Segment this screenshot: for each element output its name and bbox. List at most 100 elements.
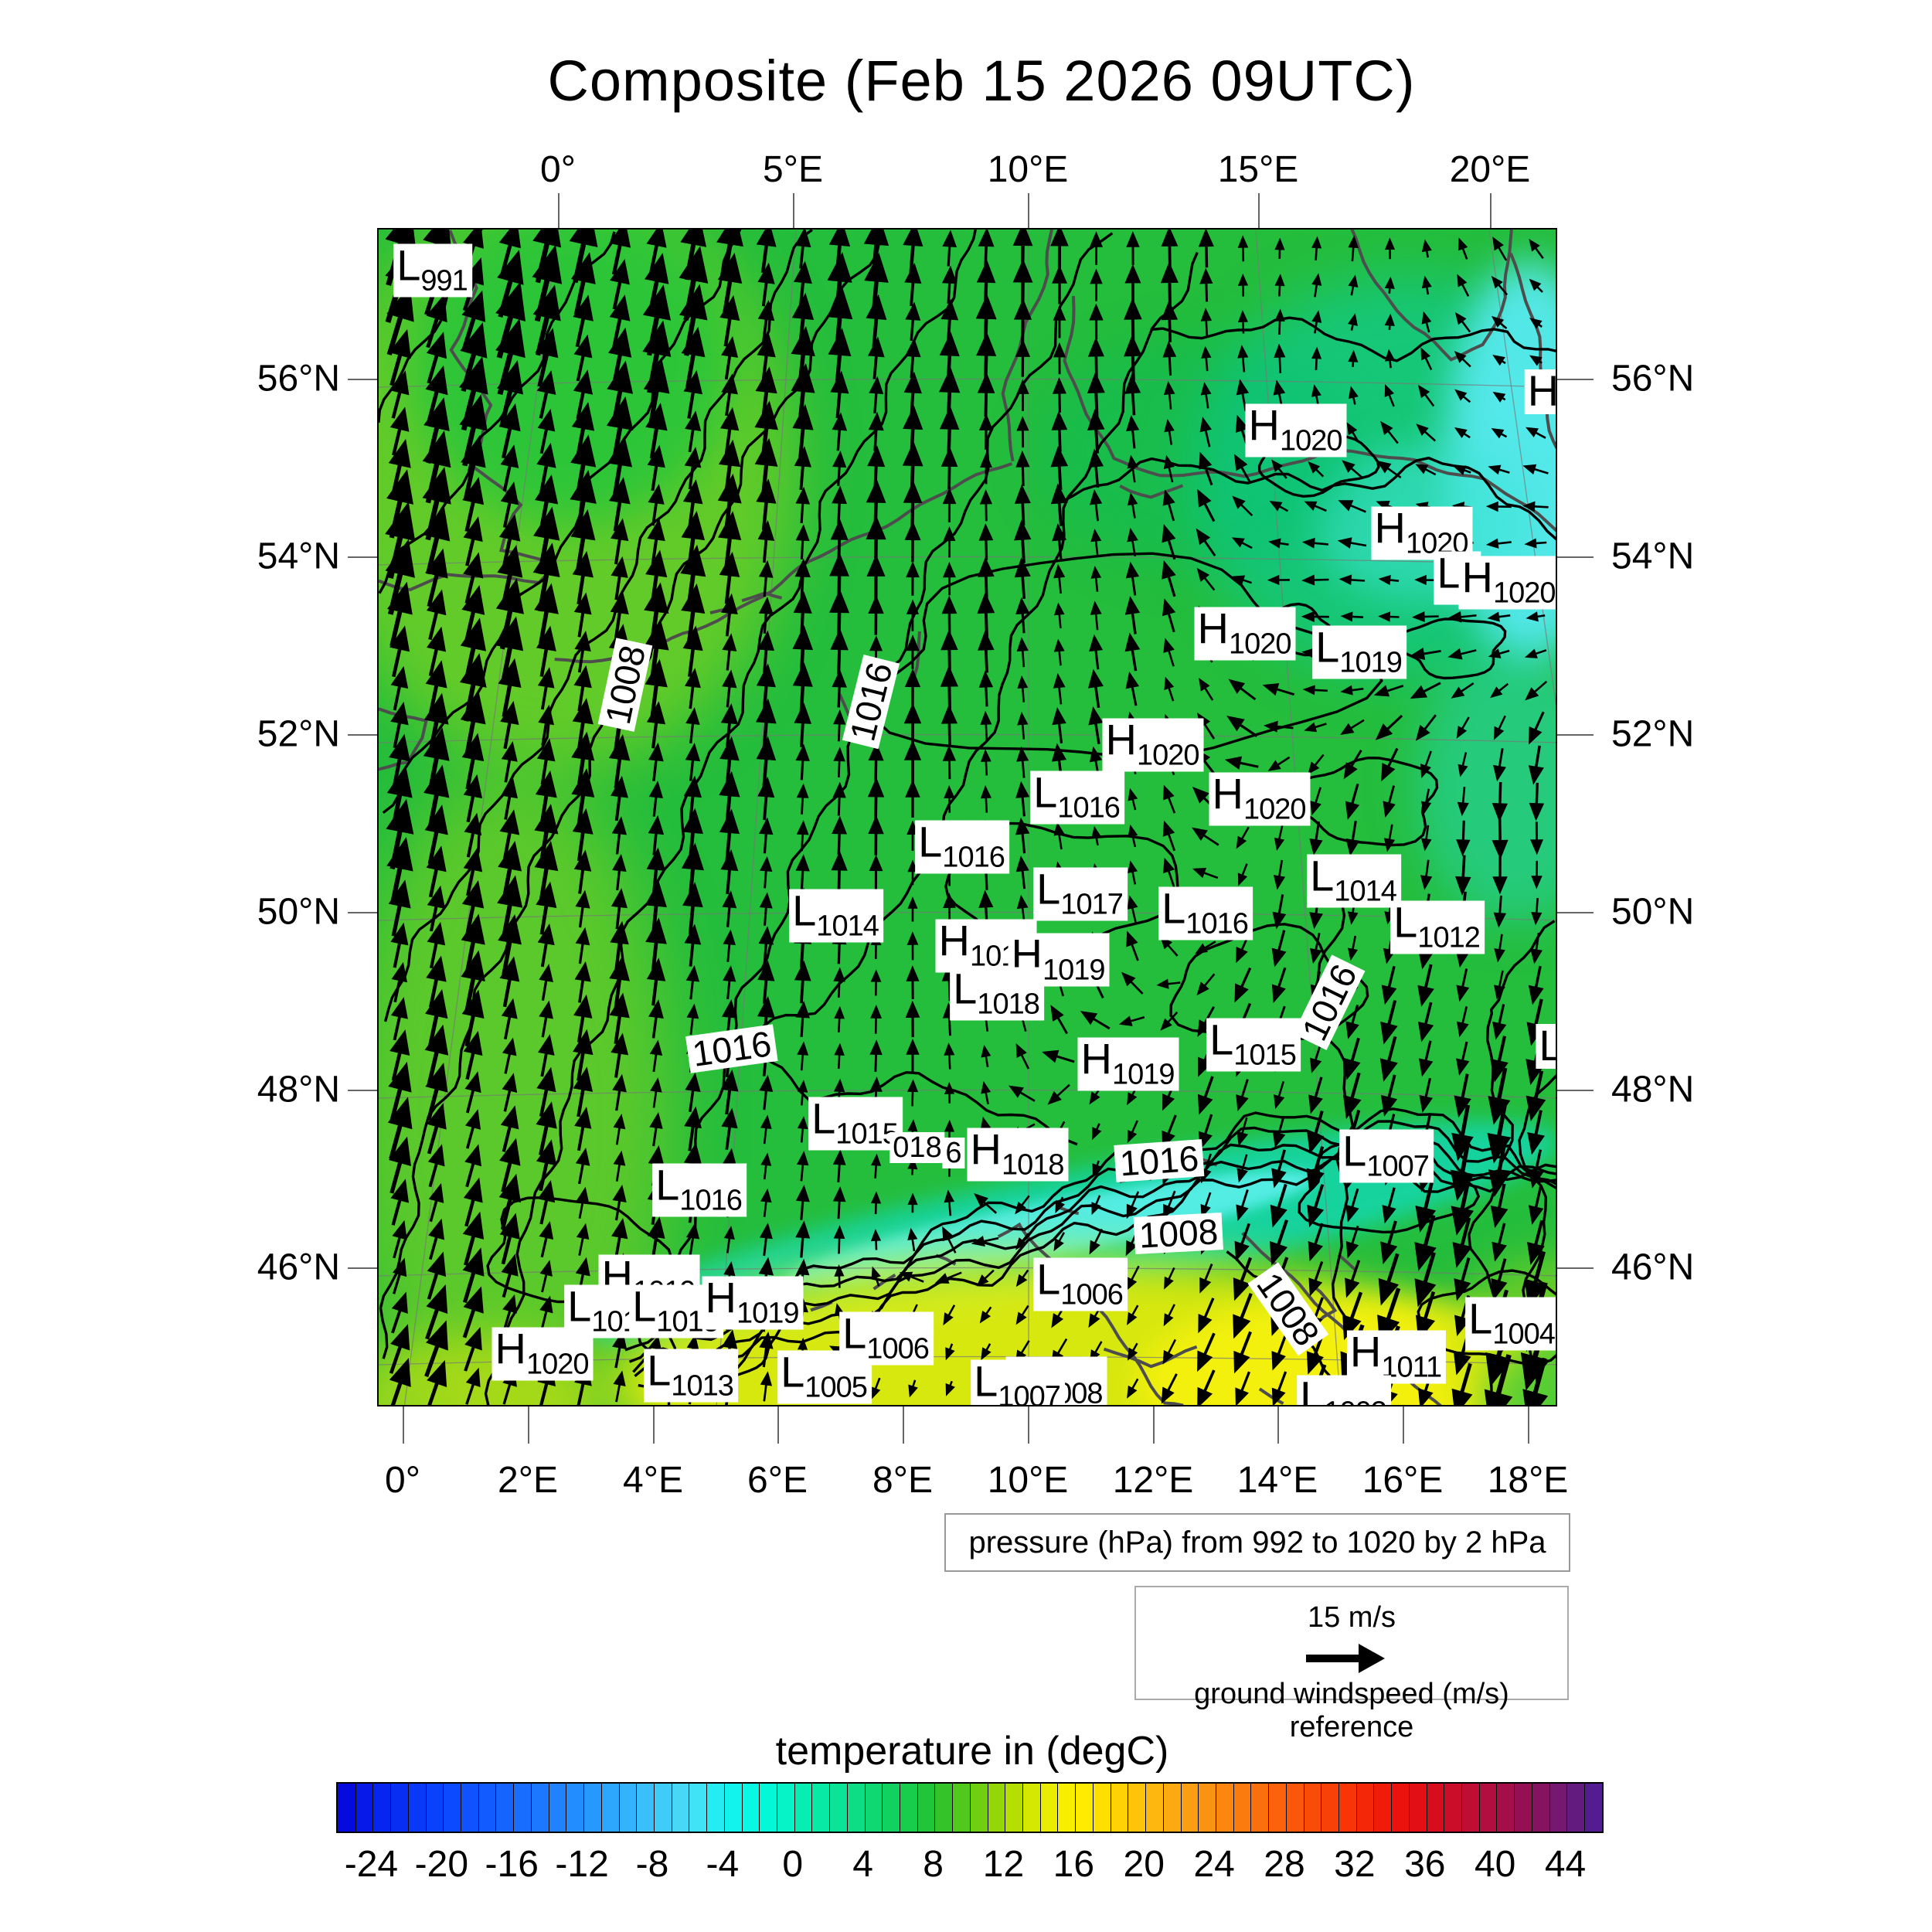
wind-arrow (1164, 1267, 1175, 1290)
wind-arrow (907, 1227, 918, 1252)
wind-arrow (1233, 1257, 1253, 1301)
colorbar-cell (723, 1784, 742, 1832)
pressure-letter: L (842, 1308, 867, 1358)
wind-arrow (1164, 419, 1175, 445)
wind-arrow (610, 920, 629, 970)
wind-arrow (795, 743, 810, 781)
wind-arrow (1457, 274, 1470, 297)
axis-tick-label-left: 48°N (257, 1069, 340, 1111)
pressure-letter: L (918, 817, 943, 866)
wind-arrow (1456, 820, 1471, 857)
wind-arrow (501, 998, 518, 1040)
wind-arrow (1453, 465, 1471, 475)
colorbar-cell (1478, 1784, 1497, 1832)
wind-arrow (389, 1324, 410, 1374)
wind-arrow (1013, 298, 1032, 344)
wind-arrow (760, 1152, 772, 1180)
wind-arrow (722, 669, 737, 708)
isobar-closed (869, 552, 1383, 759)
wind-arrow (1493, 748, 1506, 782)
wind-arrow (1494, 970, 1505, 1000)
wind-arrow (1126, 930, 1139, 961)
wind-arrow (899, 1271, 924, 1283)
colorbar-cell (1039, 1784, 1058, 1832)
wind-arrow (1127, 895, 1138, 923)
wind-arrow (1348, 935, 1359, 961)
pressure-value: 1011 (1381, 1351, 1442, 1384)
wind-arrow (1454, 1073, 1471, 1118)
axis-tick-top (1490, 193, 1492, 228)
pressure-letter: H (1105, 715, 1137, 764)
pressure-value: 1016 (1185, 907, 1249, 940)
axis-tick-label-right: 46°N (1611, 1247, 1695, 1288)
colorbar-tick-label: 40 (1474, 1844, 1516, 1885)
wind-arrow (833, 1225, 845, 1254)
wind-arrow (940, 665, 958, 711)
wind-arrow (758, 597, 774, 634)
wind-arrow (1455, 855, 1471, 896)
colorbar-cell (425, 1784, 444, 1832)
pressure-center-label: H1011 (1346, 1330, 1447, 1384)
pressure-letter: L (1315, 622, 1340, 672)
wind-arrow (1456, 1041, 1470, 1076)
wind-arrow (1301, 574, 1329, 586)
wind-arrow (1379, 1036, 1398, 1082)
wind-arrow (1421, 275, 1432, 295)
pressure-letter: L (655, 1160, 680, 1209)
axis-tick-label-left: 54°N (257, 536, 340, 577)
wind-arrow (1492, 391, 1506, 403)
wind-arrow (971, 1236, 999, 1247)
pressure-letter: H (1461, 553, 1493, 602)
wind-arrow (465, 1109, 481, 1149)
colorbar-tick-label: 24 (1193, 1844, 1235, 1885)
wind-arrow (424, 1024, 449, 1086)
wind-arrow (1124, 596, 1141, 634)
pressure-center-label: L1015 (808, 1097, 903, 1151)
wind-arrow (1087, 372, 1105, 417)
wind-arrow (833, 967, 845, 998)
wind-arrow (980, 710, 992, 740)
wind-arrow (759, 1331, 774, 1368)
wind-arrow (1447, 611, 1477, 623)
colorbar-cell (495, 1784, 514, 1832)
axis-tick-left (348, 734, 377, 736)
pressure-value: 1016 (1057, 791, 1121, 825)
wind-arrow (464, 1071, 481, 1114)
wind-arrow (1047, 1083, 1070, 1105)
wind-arrow (721, 336, 739, 380)
wind-arrow (1492, 781, 1508, 822)
wind-arrow (1228, 679, 1257, 701)
wind-arrow (1385, 349, 1396, 369)
pressure-value: 1020 (1243, 793, 1307, 826)
wind-arrow (1490, 682, 1509, 699)
isobar (383, 230, 813, 1022)
wind-arrow (1163, 857, 1175, 888)
wind-arrow (796, 783, 809, 815)
wind-arrow (1311, 273, 1322, 298)
wind-arrow (610, 518, 629, 565)
wind-arrow (1488, 464, 1510, 475)
colorbar-cell (1531, 1784, 1549, 1832)
wind-arrow (1197, 1332, 1216, 1372)
wind-arrow (646, 230, 667, 274)
wind-arrow (1457, 786, 1469, 817)
wind-arrow (757, 776, 775, 821)
wind-arrow (721, 593, 738, 637)
wind-arrow (759, 1074, 774, 1111)
wind-arrow (536, 1066, 556, 1117)
coastline (1063, 296, 1160, 477)
wind-arrow (391, 1291, 408, 1334)
wind-arrow (1345, 1225, 1359, 1259)
wind-arrow (1091, 1195, 1101, 1216)
wind-arrow (1124, 335, 1142, 381)
wind-arrow (868, 594, 884, 635)
wind-arrow (389, 328, 411, 386)
wind-arrow (1050, 1005, 1068, 1035)
wind-arrow (536, 1139, 557, 1192)
wind-arrow (646, 701, 666, 749)
wind-arrow (426, 589, 447, 641)
wind-arrow (536, 738, 556, 785)
colorbar-cell (689, 1784, 707, 1832)
wind-arrow (1269, 501, 1289, 512)
wind-arrow (1233, 1293, 1253, 1339)
